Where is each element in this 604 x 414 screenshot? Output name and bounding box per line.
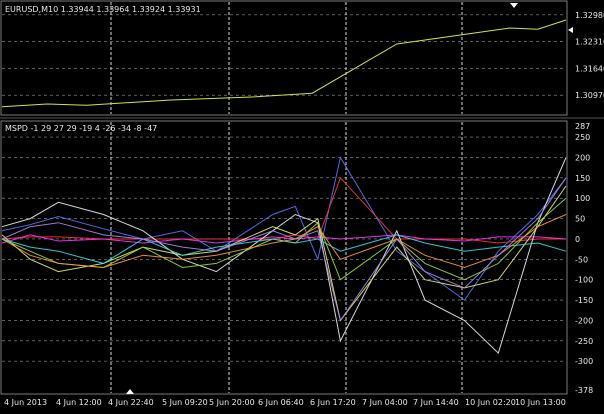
indicator-series-line-6 <box>1 234 567 264</box>
price-pointer-icon <box>568 27 573 33</box>
indicator-scale-label: -100 <box>575 276 593 285</box>
indicator-series-line-8 <box>1 177 567 322</box>
time-scale-label: 4 Jun 22:40 <box>108 398 154 407</box>
chart-shift-marker-icon[interactable] <box>510 3 518 8</box>
indicator-plot <box>1 156 567 355</box>
time-scale-label: 4 Jun 2013 <box>4 398 47 407</box>
time-scale-label: 5 Jun 20:00 <box>209 398 255 407</box>
indicator-header: MSPD -1 29 27 29 -19 4 -26 -34 -8 -47 <box>5 124 157 133</box>
indicator-scale-label: 287 <box>575 122 590 131</box>
indicator-scale-label: -200 <box>575 316 593 325</box>
lower-panel-frame <box>0 120 568 395</box>
price-scale-label: 1.30970 <box>575 91 604 100</box>
price-scale-label: 1.31640 <box>575 64 604 73</box>
indicator-scale-label: 50 <box>575 215 585 224</box>
vertical-grid <box>110 2 463 393</box>
price-scale[interactable]: 1.32980 1.32310 1.31640 1.30970 <box>575 11 604 100</box>
indicator-series-line-3 <box>1 157 567 355</box>
time-scale-label: 4 Jun 12:00 <box>56 398 102 407</box>
period-separator-marker-icon[interactable] <box>126 389 134 394</box>
time-scale-label: 6 Jun 06:40 <box>258 398 304 407</box>
upper-panel-frame <box>0 0 568 116</box>
indicator-scale-label: -250 <box>575 337 593 346</box>
horizontal-grid <box>2 14 566 362</box>
indicator-scale-label: 100 <box>575 194 590 203</box>
indicator-scale-label: 0 <box>575 235 580 244</box>
time-scale[interactable]: 4 Jun 2013 4 Jun 12:00 4 Jun 22:40 5 Jun 09… <box>4 398 566 407</box>
price-scale-label: 1.32980 <box>575 11 604 20</box>
indicator-scale[interactable]: 287 250 200 150 100 50 0 -50 -100 -150 -200 -250 -30… <box>575 122 593 395</box>
price-plot <box>1 19 567 108</box>
indicator-scale-label: -300 <box>575 357 593 366</box>
time-scale-label: 10 Jun 13:00 <box>515 398 566 407</box>
indicator-series-line-0 <box>1 156 567 301</box>
time-scale-label: 10 Jun 02:20 <box>465 398 516 407</box>
time-scale-label: 7 Jun 04:00 <box>362 398 408 407</box>
indicator-scale-label: 200 <box>575 153 590 162</box>
time-scale-label: 6 Jun 17:20 <box>310 398 356 407</box>
indicator-scale-label: -150 <box>575 296 593 305</box>
price-series-line <box>1 19 567 108</box>
time-scale-label: 5 Jun 09:20 <box>162 398 208 407</box>
indicator-scale-label: 150 <box>575 174 590 183</box>
price-scale-label: 1.32310 <box>575 38 604 47</box>
indicator-scale-label: -378 <box>575 386 593 395</box>
time-scale-label: 7 Jun 14:40 <box>413 398 459 407</box>
price-chart-header: EURUSD,M10 1.33944 1.33964 1.33924 1.339… <box>5 5 201 14</box>
indicator-scale-label: 250 <box>575 133 590 142</box>
indicator-scale-label: -50 <box>575 255 588 264</box>
